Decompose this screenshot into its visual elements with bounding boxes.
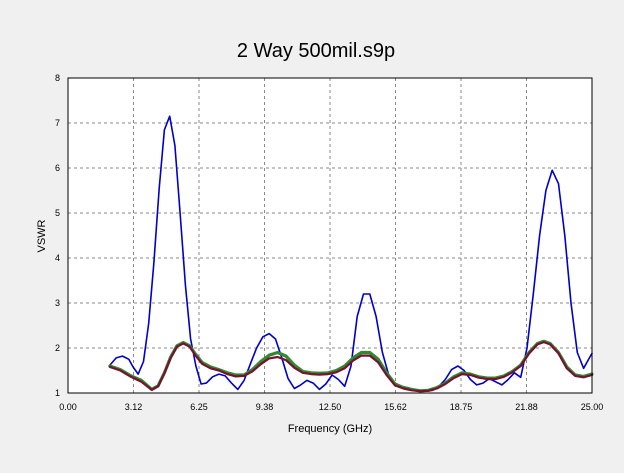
- y-tick-label: 4: [55, 253, 60, 263]
- y-axis-ticks: 1 2 3 4 5 6 7 8: [55, 73, 60, 398]
- data-series: [108, 115, 594, 393]
- y-tick-label: 8: [55, 73, 60, 83]
- x-axis-ticks: 0.00 3.12 6.25 9.38 12.50 15.62 18.75 21.88 25.0…: [59, 402, 603, 412]
- y-tick-label: 7: [55, 118, 60, 128]
- plot-border: [67, 77, 593, 394]
- y-tick-label: 3: [55, 298, 60, 308]
- x-tick-label: 6.25: [190, 402, 208, 412]
- x-tick-label: 15.62: [384, 402, 407, 412]
- y-tick-label: 1: [55, 388, 60, 398]
- chart-title: 2 Way 500mil.s9p: [237, 40, 395, 62]
- y-axis-label: VSWR: [36, 219, 48, 252]
- grid-lines: [68, 78, 592, 393]
- series-line-3: [108, 341, 594, 393]
- y-tick-label: 5: [55, 208, 60, 218]
- x-tick-label: 25.00: [581, 402, 604, 412]
- x-axis-label: Frequency (GHz): [288, 423, 372, 435]
- plot-area: [67, 77, 594, 394]
- y-tick-label: 6: [55, 163, 60, 173]
- x-tick-label: 0.00: [59, 402, 77, 412]
- x-tick-label: 21.88: [515, 402, 538, 412]
- x-tick-label: 18.75: [450, 402, 473, 412]
- x-tick-label: 3.12: [125, 402, 143, 412]
- y-tick-label: 2: [55, 343, 60, 353]
- x-tick-label: 12.50: [319, 402, 342, 412]
- series-line-1: [109, 115, 593, 392]
- x-tick-label: 9.38: [256, 402, 274, 412]
